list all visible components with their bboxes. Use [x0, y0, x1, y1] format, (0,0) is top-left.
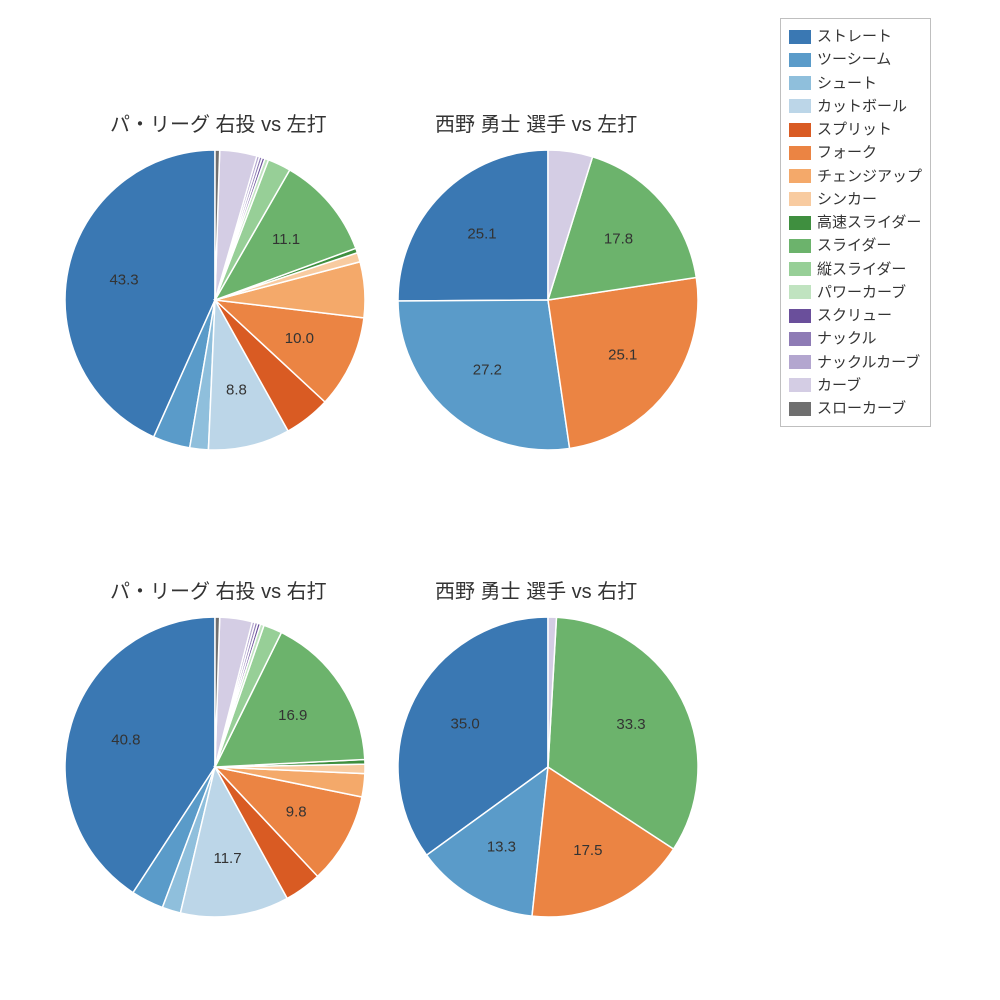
legend-item: 高速スライダー: [789, 211, 922, 234]
pie-chart: 40.8 11.7 9.8 16.9: [55, 607, 375, 927]
legend-label: 高速スライダー: [817, 211, 921, 234]
slice-label: 17.8: [604, 230, 633, 247]
chart-title: 西野 勇士 選手 vs 左打: [435, 108, 637, 137]
legend-item: フォーク: [789, 141, 922, 164]
pie-chart: 25.1 27.2 25.1 17.8: [388, 140, 708, 460]
legend-label: スローカーブ: [817, 397, 906, 420]
slice-label: 25.1: [467, 225, 496, 242]
legend-swatch: [789, 332, 811, 346]
legend-swatch: [789, 285, 811, 299]
legend-swatch: [789, 76, 811, 90]
legend-swatch: [789, 239, 811, 253]
slice-label: 40.8: [111, 731, 140, 748]
chart-title: 西野 勇士 選手 vs 右打: [435, 575, 637, 604]
legend-swatch: [789, 262, 811, 276]
legend-swatch: [789, 309, 811, 323]
legend-swatch: [789, 53, 811, 67]
legend-label: チェンジアップ: [817, 165, 922, 188]
legend-label: スクリュー: [817, 304, 892, 327]
slice-label: 35.0: [451, 716, 480, 733]
slice-label: 43.3: [109, 272, 138, 289]
legend-swatch: [789, 30, 811, 44]
legend-label: ストレート: [817, 25, 892, 48]
slice-label: 13.3: [487, 838, 516, 855]
slice-label: 27.2: [473, 361, 502, 378]
legend-item: カットボール: [789, 95, 922, 118]
pie-chart: 43.3 8.8 10.0 11.1: [55, 140, 375, 460]
legend-label: パワーカーブ: [817, 281, 906, 304]
legend-item: シュート: [789, 72, 922, 95]
legend-item: スクリュー: [789, 304, 922, 327]
legend-label: カットボール: [817, 95, 907, 118]
chart-title: パ・リーグ 右投 vs 左打: [110, 108, 327, 137]
slice-label: 17.5: [573, 842, 602, 859]
legend-swatch: [789, 355, 811, 369]
legend-label: シンカー: [817, 188, 877, 211]
legend-label: スプリット: [817, 118, 892, 141]
legend-item: チェンジアップ: [789, 165, 922, 188]
legend-label: カーブ: [817, 374, 861, 397]
slice-label: 16.9: [278, 707, 307, 724]
legend-swatch: [789, 216, 811, 230]
legend-label: ナックルカーブ: [817, 351, 920, 374]
legend-item: ナックルカーブ: [789, 351, 922, 374]
legend-swatch: [789, 123, 811, 137]
legend-item: ストレート: [789, 25, 922, 48]
legend-swatch: [789, 169, 811, 183]
legend-label: フォーク: [817, 141, 877, 164]
legend-item: ツーシーム: [789, 48, 922, 71]
legend-item: スプリット: [789, 118, 922, 141]
legend-label: 縦スライダー: [817, 258, 906, 281]
slice-label: 11.1: [272, 231, 300, 248]
legend-swatch: [789, 99, 811, 113]
legend-label: シュート: [817, 72, 877, 95]
legend-item: ナックル: [789, 327, 922, 350]
legend-item: スライダー: [789, 234, 922, 257]
pie-chart: 35.0 13.3 17.5 33.3: [388, 607, 708, 927]
legend-item: 縦スライダー: [789, 258, 922, 281]
legend-swatch: [789, 192, 811, 206]
legend-swatch: [789, 402, 811, 416]
legend-label: ツーシーム: [817, 48, 891, 71]
slice-label: 9.8: [286, 803, 307, 820]
legend-item: シンカー: [789, 188, 922, 211]
legend-swatch: [789, 378, 811, 392]
slice-label: 33.3: [616, 716, 645, 733]
legend-label: スライダー: [817, 234, 891, 257]
slice-label: 8.8: [226, 381, 247, 398]
legend-item: パワーカーブ: [789, 281, 922, 304]
chart-title: パ・リーグ 右投 vs 右打: [110, 575, 327, 604]
slice-label: 25.1: [608, 346, 637, 363]
slice-label: 10.0: [285, 330, 314, 347]
slice-label: 11.7: [213, 850, 241, 867]
legend-label: ナックル: [817, 327, 877, 350]
legend-swatch: [789, 146, 811, 160]
legend-item: カーブ: [789, 374, 922, 397]
legend-item: スローカーブ: [789, 397, 922, 420]
legend: ストレートツーシームシュートカットボールスプリットフォークチェンジアップシンカー…: [780, 18, 931, 427]
